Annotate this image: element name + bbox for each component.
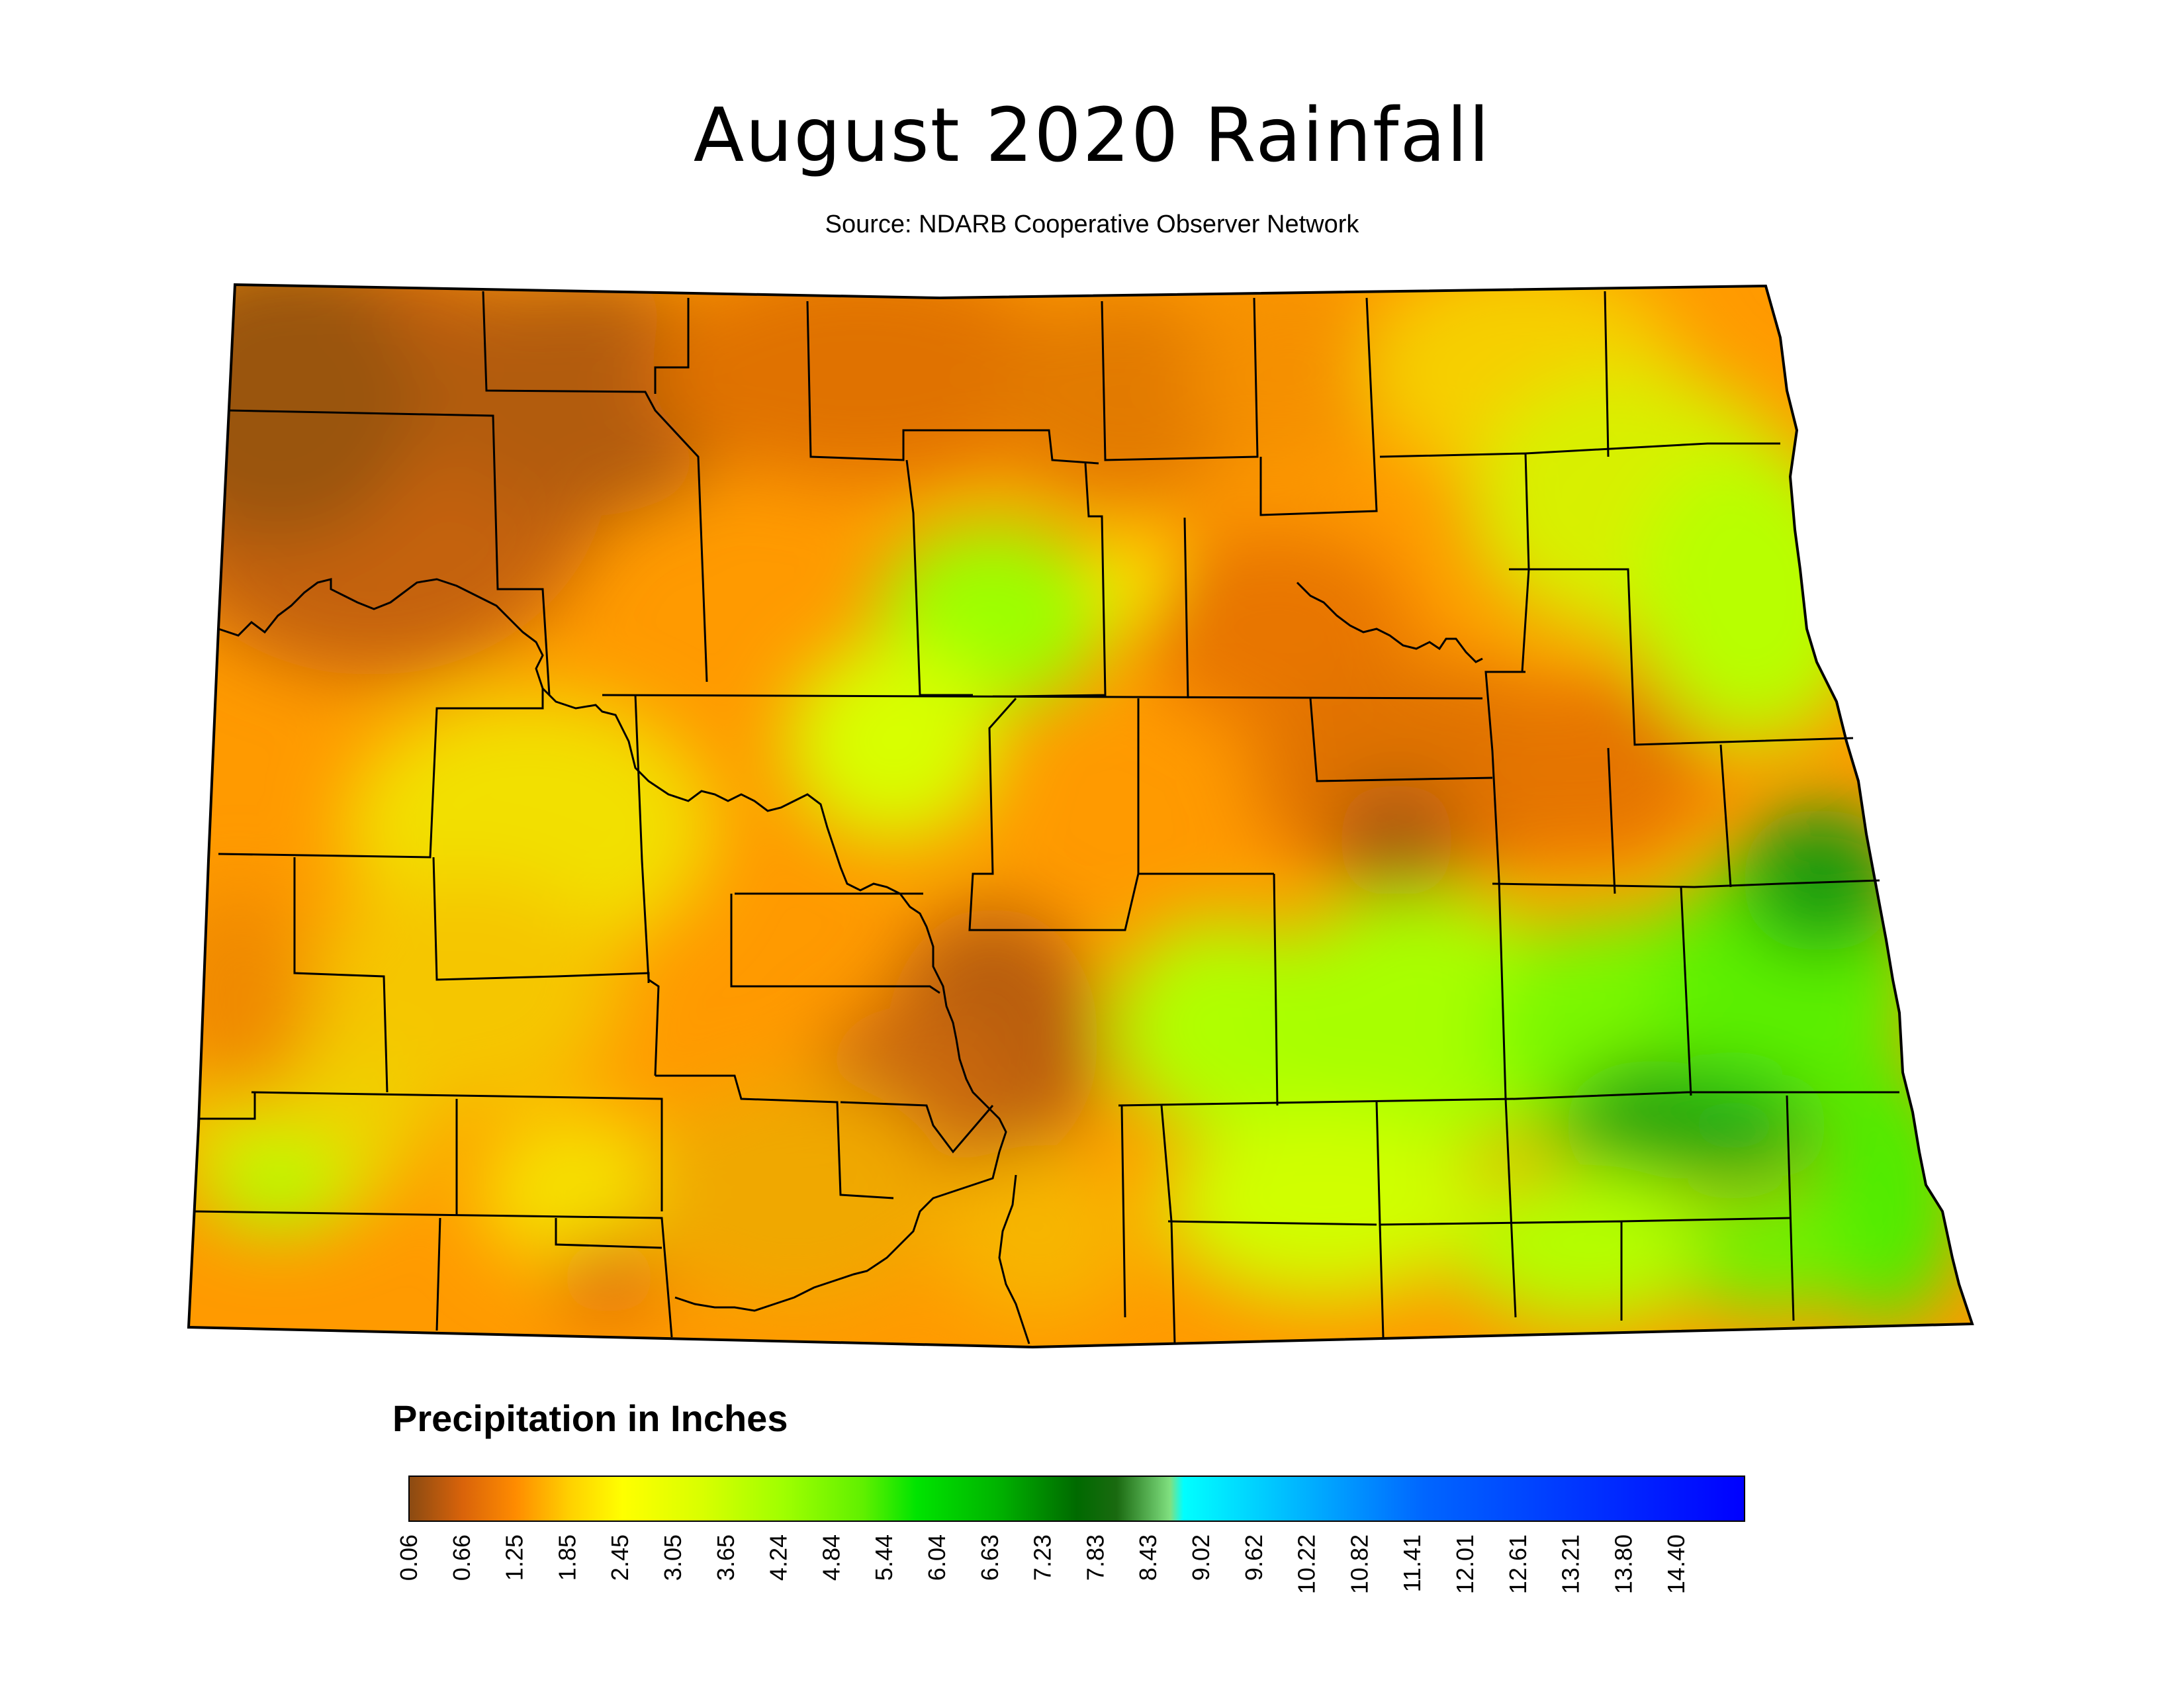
legend-tick-label: 6.04	[923, 1534, 950, 1581]
legend-tick-label: 6.63	[976, 1534, 1003, 1581]
legend-tick-label: 8.43	[1134, 1534, 1161, 1581]
legend-tick-label: 12.01	[1451, 1534, 1479, 1594]
legend-tick-label: 9.62	[1240, 1534, 1267, 1581]
legend-tick-label: 0.66	[448, 1534, 475, 1581]
legend-tick-label: 13.80	[1610, 1534, 1637, 1594]
legend-title: Precipitation in Inches	[392, 1397, 788, 1439]
legend-tick-label: 4.84	[817, 1534, 844, 1581]
legend-tick-labels: 0.06 0.66 1.25 1.85 2.45 3.05 3.65 4.24 4.84 5.44…	[395, 1534, 1690, 1594]
legend-tick-label: 10.82	[1345, 1534, 1373, 1594]
legend-tick-label: 9.02	[1187, 1534, 1214, 1581]
legend-tick-label: 7.83	[1081, 1534, 1109, 1581]
legend: 0.06 0.66 1.25 1.85 2.45 3.05 3.65 4.24 4.84 5.44…	[395, 1476, 1745, 1594]
source-subtitle: Source: NDARB Cooperative Observer Netwo…	[825, 211, 1359, 238]
county-boundaries	[187, 283, 1974, 1349]
legend-tick-label: 12.61	[1504, 1534, 1531, 1594]
legend-tick-label: 0.06	[395, 1534, 422, 1581]
legend-tick-label: 1.25	[501, 1534, 528, 1581]
legend-tick-label: 1.85	[553, 1534, 580, 1581]
legend-tick-label: 2.45	[606, 1534, 633, 1581]
legend-tick-label: 3.05	[659, 1534, 686, 1581]
legend-tick-label: 7.23	[1029, 1534, 1056, 1581]
map-title: August 2020 Rainfall	[693, 93, 1491, 179]
legend-tick-label: 11.41	[1398, 1534, 1426, 1592]
legend-color-bar	[408, 1476, 1745, 1522]
legend-tick-label: 5.44	[870, 1534, 897, 1581]
legend-tick-label: 3.65	[712, 1534, 739, 1581]
legend-tick-label: 13.21	[1557, 1534, 1584, 1594]
legend-tick-label: 14.40	[1662, 1534, 1690, 1594]
legend-tick-label: 4.24	[765, 1534, 792, 1581]
legend-tick-label: 10.22	[1293, 1534, 1320, 1594]
